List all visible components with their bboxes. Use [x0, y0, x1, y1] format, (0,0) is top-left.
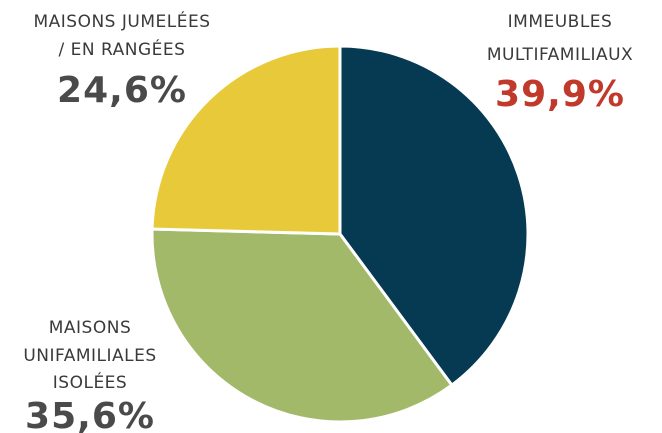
value-label: 39,9% — [495, 74, 625, 115]
pie-slice — [338, 44, 530, 387]
category-label: ISOLÉES — [53, 371, 127, 393]
value-label: 24,6% — [57, 70, 187, 111]
category-label: MAISONS — [49, 318, 132, 338]
category-label: UNIFAMILIALES — [23, 346, 156, 366]
value-label: 35,6% — [25, 396, 155, 433]
pie-slice — [150, 227, 454, 424]
category-label: / EN RANGÉES — [59, 38, 186, 60]
category-label: MAISONS JUMELÉES — [33, 10, 210, 32]
category-label: MULTIFAMILIAUX — [487, 45, 633, 65]
category-label: IMMEUBLES — [508, 12, 613, 32]
pie-slice — [150, 44, 342, 236]
